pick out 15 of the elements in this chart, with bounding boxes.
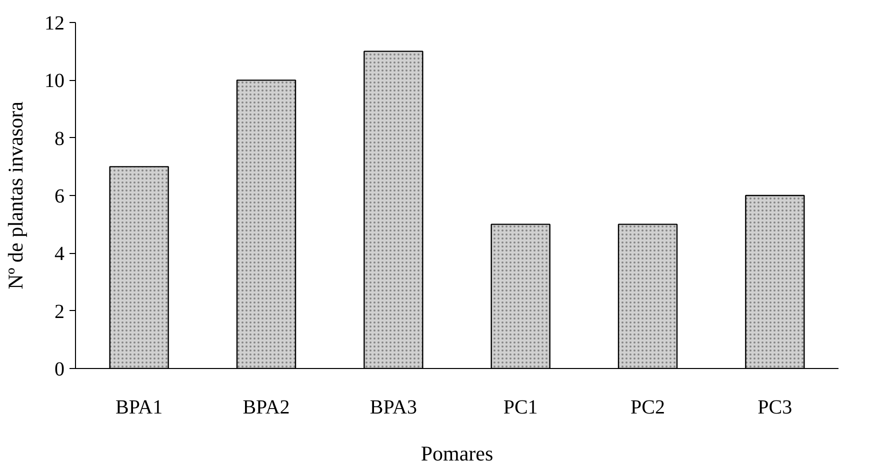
x-axis-title: Pomares xyxy=(420,442,494,466)
y-tick-label: 4 xyxy=(54,243,64,266)
x-tick-label: BPA2 xyxy=(242,396,290,418)
x-tick-label: PC1 xyxy=(503,396,538,418)
y-tick-label: 8 xyxy=(54,128,64,150)
x-tick-label: BPA1 xyxy=(116,396,163,418)
y-tick-label: 10 xyxy=(44,70,64,92)
y-tick-label: 0 xyxy=(54,358,64,380)
x-tick-label: PC2 xyxy=(630,396,665,418)
x-tick-label: BPA3 xyxy=(370,396,417,418)
y-tick-label: 2 xyxy=(54,300,64,323)
x-tick-label: PC3 xyxy=(758,396,792,418)
y-tick-label: 6 xyxy=(54,186,64,208)
y-tick-label: 12 xyxy=(44,12,64,34)
y-axis-title: Nº de plantas invasora xyxy=(4,100,28,290)
